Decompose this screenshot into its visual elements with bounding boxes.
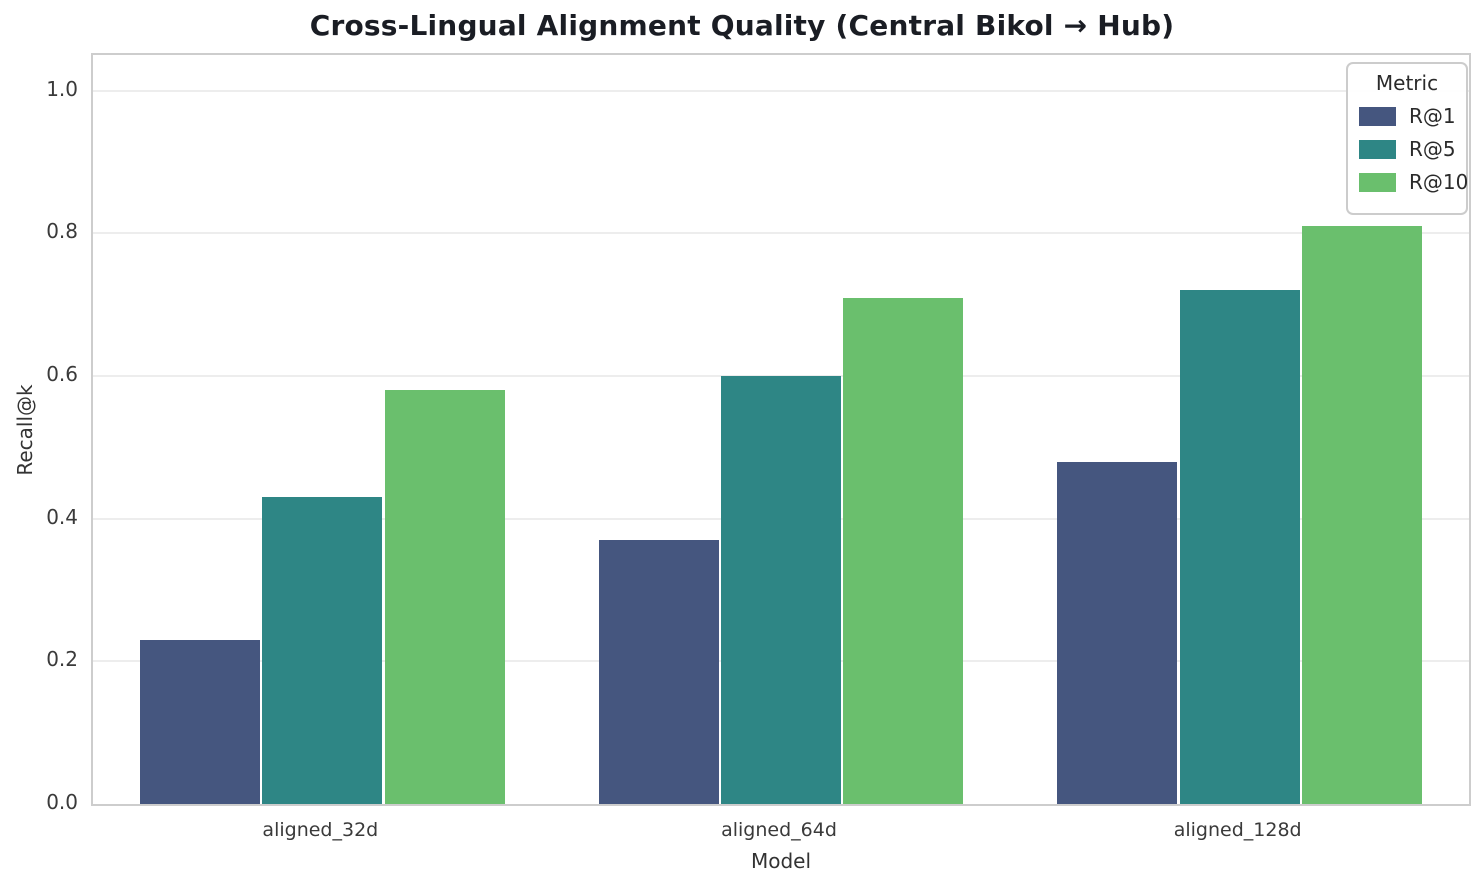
bar-R@10-aligned_32d <box>384 390 505 804</box>
bar-R@10-aligned_128d <box>1302 226 1422 804</box>
plot-area <box>91 53 1471 806</box>
legend-swatch-r1 <box>1359 106 1396 126</box>
y-tick-label: 0.2 <box>46 647 78 672</box>
legend-item: R@5 <box>1359 137 1456 161</box>
legend-label: R@10 <box>1409 170 1469 194</box>
bar-R@5-aligned_128d <box>1179 290 1300 804</box>
legend-swatch-r5 <box>1359 139 1396 159</box>
bar-R@5-aligned_32d <box>262 497 383 804</box>
y-tick-label: 1.0 <box>46 76 78 101</box>
bar-R@1-aligned_32d <box>140 639 260 804</box>
x-tick-label: aligned_64d <box>721 819 837 841</box>
legend-item: R@10 <box>1359 170 1468 194</box>
bar-R@1-aligned_128d <box>1057 461 1178 804</box>
legend-label: R@5 <box>1409 137 1456 161</box>
y-tick-label: 0.0 <box>46 790 78 814</box>
gridline <box>93 89 1469 92</box>
bar-R@5-aligned_64d <box>721 376 841 804</box>
legend: Metric R@1 R@5 R@10 <box>1346 62 1468 215</box>
x-tick-label: aligned_128d <box>1173 819 1302 841</box>
y-tick-label: 0.6 <box>46 362 78 386</box>
y-tick-label: 0.8 <box>46 219 78 244</box>
y-axis-label: Recall@k <box>13 384 37 476</box>
x-axis-label: Model <box>750 849 812 873</box>
bar-R@1-aligned_64d <box>598 540 719 804</box>
y-tick-label: 0.4 <box>46 504 78 529</box>
gridline <box>93 232 1469 235</box>
legend-swatch-r10 <box>1359 172 1396 192</box>
legend-title: Metric <box>1375 71 1439 95</box>
x-tick-label: aligned_32d <box>262 819 379 841</box>
chart-title: Cross-Lingual Alignment Quality (Central… <box>309 9 1175 42</box>
legend-item: R@1 <box>1359 104 1456 128</box>
bar-R@10-aligned_64d <box>843 297 964 804</box>
legend-label: R@1 <box>1409 104 1456 128</box>
